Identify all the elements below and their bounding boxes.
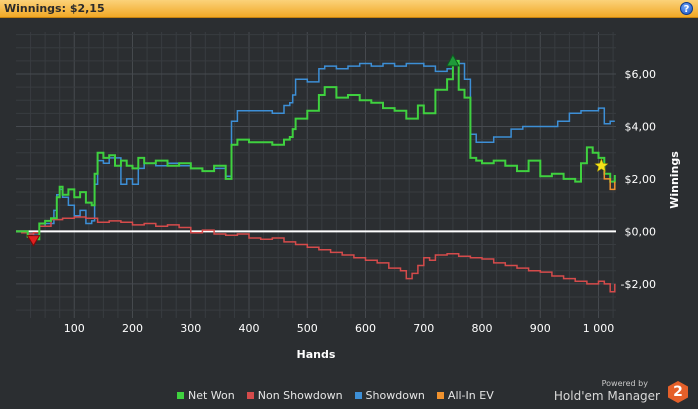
x-axis-label: Hands (297, 348, 336, 361)
y-axis-label: Winnings (668, 151, 681, 209)
chart-legend: Net Won Non Showdown Showdown All-In EV (177, 389, 506, 402)
series-showdown (16, 60, 615, 237)
legend-label: Non Showdown (257, 389, 343, 402)
winnings-title: Winnings: $2,15 (4, 2, 105, 15)
min-winnings-marker (26, 235, 41, 247)
current-winnings-star-marker (594, 158, 609, 173)
legend-item-non-showdown[interactable]: Non Showdown (246, 389, 343, 402)
grid-lines (16, 32, 616, 318)
legend-label: All-In EV (447, 389, 494, 402)
x-tick-label: 700 (413, 322, 434, 335)
x-tick-label: 100 (64, 322, 85, 335)
legend-label: Showdown (365, 389, 425, 402)
marker-layer (26, 53, 609, 247)
y-tick-label: $2,00 (625, 173, 657, 186)
y-tick-labels: -$2,00 $0,00 $2,00 $4,00 $6,00 (621, 68, 656, 291)
x-tick-label: 800 (472, 322, 493, 335)
y-tick-label: $0,00 (625, 225, 657, 238)
legend-swatch-icon (436, 392, 444, 399)
series-layer (16, 59, 616, 293)
x-tick-label: 1 000 (583, 322, 615, 335)
y-tick-label: -$2,00 (621, 278, 656, 291)
legend-item-all-in-ev[interactable]: All-In EV (436, 389, 494, 402)
legend-label: Net Won (188, 389, 235, 402)
x-tick-label: 500 (297, 322, 318, 335)
legend-swatch-icon (354, 392, 362, 399)
hm2-logo-icon: 2 (668, 381, 688, 403)
max-winnings-marker (446, 53, 460, 67)
help-icon[interactable]: ? (680, 2, 693, 15)
x-tick-labels: 100 200 300 400 500 600 700 800 900 1 000 (64, 322, 615, 335)
legend-item-net-won[interactable]: Net Won (177, 389, 235, 402)
x-tick-label: 400 (239, 322, 260, 335)
legend-item-showdown[interactable]: Showdown (354, 389, 425, 402)
y-tick-label: $6,00 (625, 68, 657, 81)
branding: Powered by Hold'em Manager 2 (540, 378, 690, 406)
x-tick-label: 600 (355, 322, 376, 335)
x-tick-label: 300 (180, 322, 201, 335)
title-bar: Winnings: $2,15 ? (0, 0, 698, 18)
legend-swatch-icon (246, 392, 254, 399)
winnings-chart: 100 200 300 400 500 600 700 800 900 1 000 -$2,00 $… (16, 32, 681, 361)
legend-swatch-icon (177, 392, 184, 399)
powered-by-label: Powered by (601, 379, 648, 388)
series-net-won (16, 59, 616, 241)
x-tick-label: 900 (530, 322, 551, 335)
x-tick-label: 200 (122, 322, 143, 335)
y-tick-label: $4,00 (625, 120, 657, 133)
product-name: Hold'em Manager (553, 389, 660, 403)
series-non-showdown (16, 216, 616, 293)
